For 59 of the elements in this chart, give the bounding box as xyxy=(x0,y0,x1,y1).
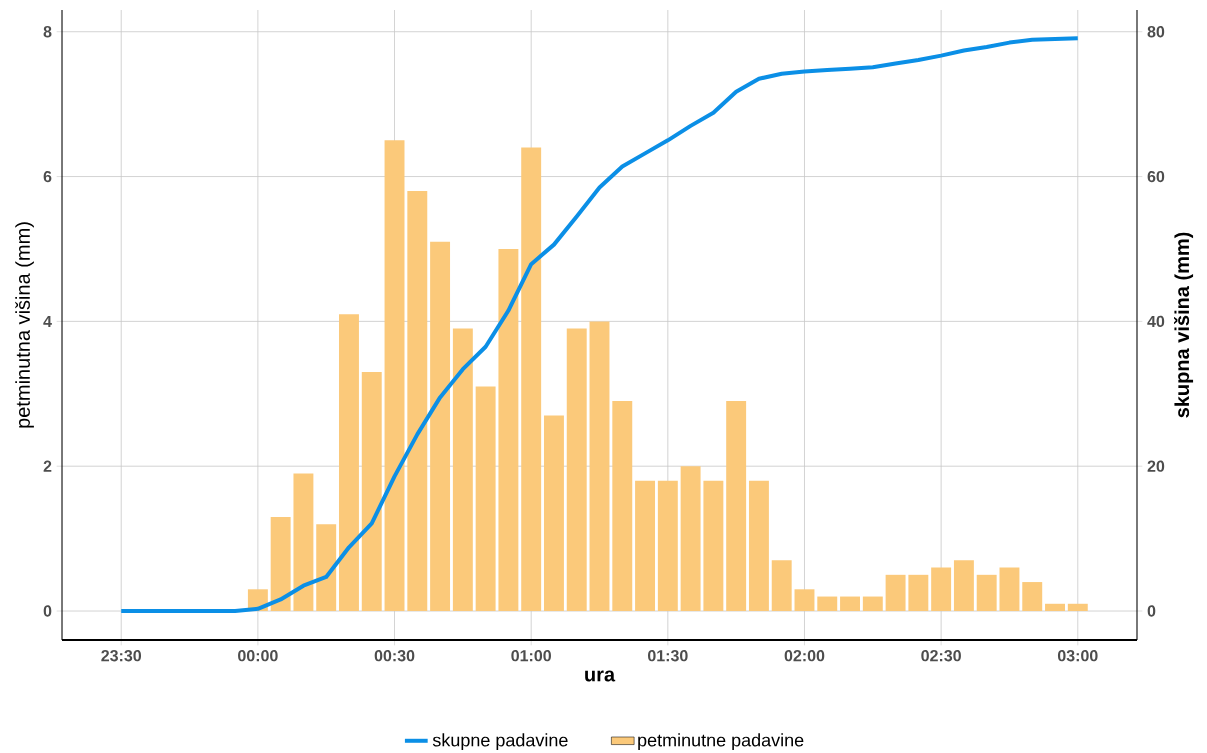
bar xyxy=(885,574,906,612)
y2-tick-label: 60 xyxy=(1147,170,1165,183)
bar xyxy=(498,248,519,612)
bar xyxy=(361,372,382,612)
y2-tick-label: 20 xyxy=(1147,460,1165,472)
bar xyxy=(976,574,997,612)
bar xyxy=(521,147,542,612)
y2-tick-label: 40 xyxy=(1147,315,1165,328)
x-tick-label: 02:30 xyxy=(921,650,961,662)
bar xyxy=(840,596,860,612)
y-tick-label: 2 xyxy=(43,460,52,472)
bar xyxy=(452,328,473,612)
y-axis-title: petminutna višina (mm) xyxy=(15,222,34,428)
bar xyxy=(293,473,314,612)
bar xyxy=(1045,603,1065,612)
bar xyxy=(703,480,724,612)
bar xyxy=(771,560,792,612)
y-tick-label: 4 xyxy=(43,315,52,327)
x-tick-label: 00:30 xyxy=(374,650,415,662)
bar xyxy=(407,191,428,612)
bar xyxy=(1067,603,1088,612)
bar xyxy=(908,574,929,612)
bar xyxy=(566,328,587,612)
bar xyxy=(999,567,1020,612)
bar xyxy=(316,524,337,612)
bar xyxy=(794,589,815,612)
bar xyxy=(953,560,974,612)
y2-tick-label: 80 xyxy=(1147,26,1165,38)
x-tick-label: 01:30 xyxy=(648,650,688,662)
y-tick-label: 6 xyxy=(43,170,52,183)
legend-label: skupne padavine xyxy=(432,733,568,751)
bar xyxy=(680,466,701,612)
bar xyxy=(931,567,952,612)
bar xyxy=(589,321,610,612)
y2-axis-title: skupna višina (mm) xyxy=(1174,232,1194,418)
bar xyxy=(635,480,656,612)
y-tick-label: 0 xyxy=(43,605,52,617)
bar xyxy=(543,415,564,612)
legend-label: petminutne padavine xyxy=(638,733,804,751)
x-tick-label: 23:30 xyxy=(101,650,142,662)
y2-tick-label: 0 xyxy=(1147,605,1156,617)
x-tick-label: 01:00 xyxy=(511,650,551,662)
bar xyxy=(726,401,747,612)
bar xyxy=(612,401,633,612)
bar xyxy=(657,480,678,612)
bar xyxy=(862,596,883,612)
bar xyxy=(339,314,359,612)
bar xyxy=(430,241,451,612)
bar xyxy=(748,480,769,612)
x-tick-label: 02:00 xyxy=(784,650,825,662)
y-tick-label: 8 xyxy=(43,26,52,38)
bar xyxy=(817,596,838,612)
x-tick-label: 00:00 xyxy=(238,650,278,662)
bar xyxy=(1022,582,1043,612)
bar xyxy=(270,516,291,612)
x-axis-title: ura xyxy=(585,670,616,682)
bar xyxy=(384,140,405,612)
bar xyxy=(475,386,496,612)
x-tick-label: 03:00 xyxy=(1057,650,1098,662)
